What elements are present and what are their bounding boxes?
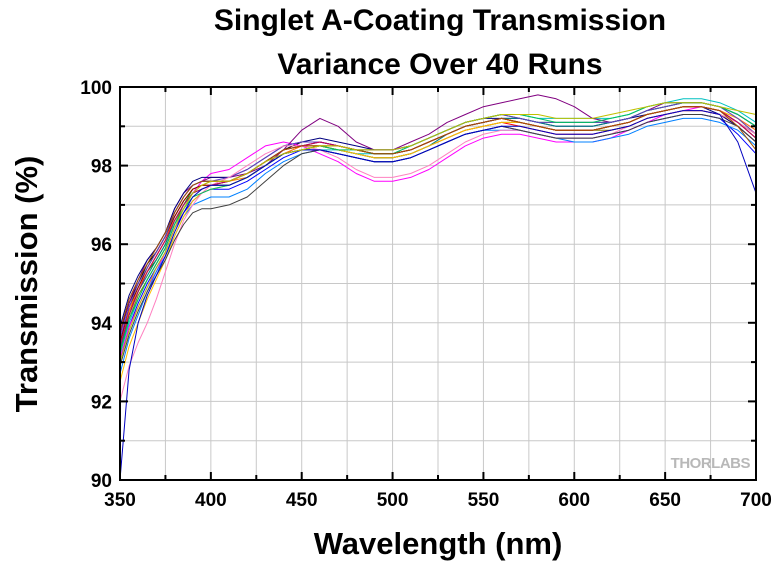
x-tick-label: 700: [740, 490, 772, 511]
series-line-21: [119, 106, 757, 331]
x-tick-label: 350: [104, 490, 136, 511]
y-tick-label: 94: [91, 314, 113, 335]
y-tick-label: 90: [91, 471, 112, 492]
x-tick-label: 500: [377, 490, 409, 511]
chart-title-line-1: Singlet A-Coating Transmission: [213, 4, 667, 37]
y-tick-label: 100: [80, 78, 112, 99]
x-tick-label: 550: [468, 490, 500, 511]
y-tick-label: 92: [91, 392, 112, 413]
y-axis-label: Transmission (%): [9, 156, 44, 413]
grid: [120, 87, 756, 480]
y-tick-label: 98: [91, 157, 112, 178]
x-tick-label: 450: [286, 490, 318, 511]
x-tick-label: 650: [649, 490, 681, 511]
series-layer: [119, 94, 757, 481]
chart-title-line-2: Variance Over 40 Runs: [277, 48, 603, 81]
thorlabs-watermark: THORLABS: [671, 455, 751, 472]
y-tick-labels: 90 92 94 96 98 100: [80, 78, 112, 492]
x-axis-label: Wavelength (nm): [314, 526, 563, 561]
plot-frame: [119, 86, 757, 481]
y-tick-label: 96: [91, 235, 112, 256]
x-tick-label: 400: [195, 490, 227, 511]
x-tick-label: 600: [558, 490, 590, 511]
x-tick-labels: 350 400 450 500 550 600 650 700: [104, 490, 772, 511]
series-line-22: [119, 102, 757, 363]
series-line-20: [119, 110, 757, 481]
